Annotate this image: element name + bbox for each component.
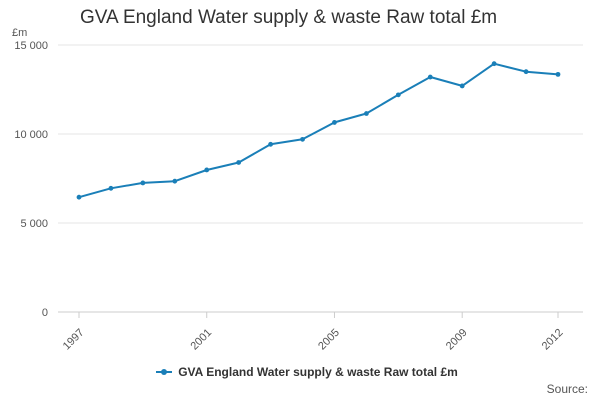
y-tick-label: 15 000 — [14, 40, 48, 52]
data-point — [236, 160, 242, 165]
y-tick-label: 10 000 — [14, 129, 48, 141]
chart-title: GVA England Water supply & waste Raw tot… — [80, 7, 498, 28]
data-point — [427, 74, 433, 80]
data-point — [364, 111, 369, 116]
x-tick-label: 2005 — [316, 327, 342, 353]
x-tick-label: 2001 — [188, 327, 214, 353]
source-label: Source: — [546, 382, 588, 396]
data-point — [555, 71, 561, 77]
y-tick-label: 0 — [42, 307, 48, 319]
series-line — [78, 62, 559, 199]
data-point — [76, 194, 82, 200]
x-tick-label: 2012 — [540, 327, 566, 353]
legend[interactable]: GVA England Water supply & waste Raw tot… — [0, 365, 600, 379]
data-point — [332, 120, 337, 125]
data-point — [172, 178, 178, 184]
legend-series-label: GVA England Water supply & waste Raw tot… — [178, 365, 458, 379]
data-point — [395, 92, 401, 98]
data-point — [268, 141, 273, 147]
data-point — [523, 69, 529, 75]
y-axis-unit-label: £m — [12, 27, 28, 39]
data-point — [204, 167, 210, 173]
x-tick-label: 1997 — [61, 327, 87, 353]
data-point — [459, 83, 465, 89]
data-point — [140, 180, 146, 186]
data-point — [300, 136, 305, 142]
x-tick-label: 2009 — [444, 327, 470, 353]
data-point — [108, 185, 114, 191]
y-tick-label: 5 000 — [20, 218, 48, 230]
data-point — [491, 61, 497, 67]
legend-series-marker — [156, 369, 173, 375]
